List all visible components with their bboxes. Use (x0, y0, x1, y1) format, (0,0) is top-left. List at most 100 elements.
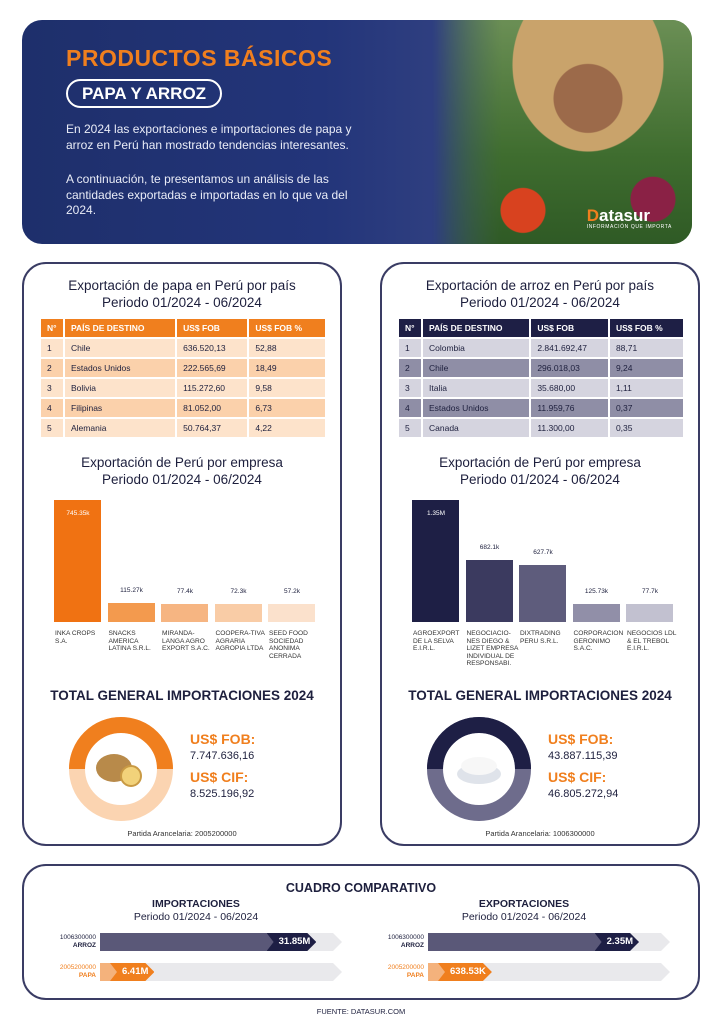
arroz-table-cell: 1 (399, 339, 421, 357)
chart-papa-category-label: SEED FOOD SOCIEDAD ANONIMA CERRADA (269, 630, 308, 660)
papa-panel: Exportación de papa en Perú por país Per… (22, 262, 342, 846)
chart-papa-data-label: 57.2k (284, 588, 300, 595)
papa-fob-value: 7.747.636,16 (190, 750, 255, 762)
papa-table-cell: 222.565,69 (177, 359, 248, 377)
chart-papa-category-label: SNACKS AMERICA LATINA S.R.L. (108, 630, 151, 653)
chart-papa-data-label: 72.3k (230, 588, 247, 595)
comparativo-title: CUADRO COMPARATIVO (285, 881, 437, 895)
arroz-cif-value: 46.805.272,94 (548, 788, 619, 800)
arroz-table-cell: 0,35 (609, 419, 683, 437)
papa-table-period: Periodo 01/2024 - 06/2024 (102, 295, 262, 310)
arroz-table-row: 4 Estados Unidos 11.959,76 0,37 (399, 399, 683, 417)
papa-fob-label: US$ FOB: (190, 731, 256, 747)
arroz-table-cell: 2.841.692,47 (531, 339, 608, 357)
papa-table-cell: Bolivia (65, 379, 176, 397)
arroz-table-row: 1 Colombia 2.841.692,47 88,71 (399, 339, 683, 357)
papa-table-cell: 3 (41, 379, 63, 397)
papa-table-cell: 4,22 (249, 419, 325, 437)
arroz-table-row: 3 Italia 35.680,00 1,11 (399, 379, 683, 397)
chart-papa-bar (107, 603, 155, 622)
papa-table-cell: Estados Unidos (65, 359, 176, 377)
imp-row-label: 1006300000 ARROZ (26, 934, 96, 949)
papa-table-cell: 6,73 (249, 399, 325, 417)
papa-table-row: 5 Alemania 50.764,37 4,22 (41, 419, 325, 437)
intro-paragraph-2: A continuación, te presentamos un anális… (66, 172, 348, 217)
arroz-table-cell: Chile (423, 359, 530, 377)
papa-col-header: US$ FOB % (249, 319, 325, 337)
arroz-table-cell: 0,37 (609, 399, 683, 417)
arroz-table-cell: 3 (399, 379, 421, 397)
papa-country-table: N° PAÍS DE DESTINO US$ FOB US$ FOB % 1 Chile… (39, 317, 327, 439)
chart-papa-bar (214, 604, 262, 622)
arroz-table-period: Periodo 01/2024 - 06/2024 (460, 295, 620, 310)
papa-table-cell: 636.520,13 (177, 339, 248, 357)
chart-papa-bar (54, 500, 101, 622)
arroz-table-cell: 11.300,00 (531, 419, 608, 437)
chart-arroz-category-label: AGROEXPORT DE LA SELVA E.I.R.L. (413, 630, 460, 653)
imp-title: IMPORTACIONES (152, 898, 240, 910)
chart-arroz-data-label: 682.1k (479, 544, 500, 552)
imp-value: 6.41M (110, 963, 154, 981)
row-name: ARROZ (72, 941, 96, 949)
papa-table-row: 3 Bolivia 115.272,60 9,58 (41, 379, 325, 397)
arroz-total-title: TOTAL GENERAL IMPORTACIONES 2024 (408, 688, 672, 703)
row-name: ARROZ (400, 941, 424, 949)
arroz-country-table: N° PAÍS DE DESTINO US$ FOB US$ FOB % 1 Colom… (397, 317, 685, 439)
arroz-fob-value: 43.887.115,39 (548, 750, 618, 762)
papa-table-cell: 115.272,60 (177, 379, 248, 397)
arroz-table-cell: 35.680,00 (531, 379, 608, 397)
papa-table-row: 1 Chile 636.520,13 52,88 (41, 339, 325, 357)
papa-col-header: N° (41, 319, 63, 337)
intro-paragraph-1: En 2024 las exportaciones e importacione… (66, 122, 352, 152)
chart-arroz-bar (412, 500, 459, 622)
cuadro-comparativo: CUADRO COMPARATIVO IMPORTACIONES Periodo… (22, 864, 700, 1000)
hero-banner: PRODUCTOS BÁSICOS PAPA Y ARROZ En 2024 l… (22, 20, 692, 244)
papa-cif-label: US$ CIF: (190, 769, 249, 785)
arroz-table-cell: 11.959,76 (531, 399, 608, 417)
imp-value: 31.85M (267, 933, 317, 951)
exp-row-label: 1006300000 ARROZ (354, 934, 424, 949)
imp-track (100, 963, 342, 981)
chart-papa-data-label: 77.4k (177, 588, 193, 595)
arroz-table-cell: 4 (399, 399, 421, 417)
chart-arroz-bar (572, 604, 620, 622)
chart-arroz-category-label: CORPORACION GERONIMO S.A.C. (573, 630, 624, 653)
papa-table-cell: Filipinas (65, 399, 176, 417)
chart-arroz-bar (519, 565, 566, 622)
arroz-col-header: US$ FOB % (609, 319, 683, 337)
arroz-table-cell: 88,71 (609, 339, 683, 357)
page-title: PRODUCTOS BÁSICOS (66, 45, 333, 71)
arroz-panel: Exportación de arroz en Perú por país Pe… (380, 262, 700, 846)
arroz-table-cell: Estados Unidos (423, 399, 530, 417)
papa-col-header: US$ FOB (177, 319, 248, 337)
papa-table-cell: 52,88 (249, 339, 325, 357)
logo-word: atasur (598, 206, 651, 225)
arroz-table-cell: 2 (399, 359, 421, 377)
papa-table-cell: 1 (41, 339, 63, 357)
chart-arroz-data-label: 1.35M (426, 510, 446, 517)
chart-papa-category-label: COOPERA-TIVA AGRARIA AGROPIA LTDA (215, 630, 265, 653)
papa-table-cell: 81.052,00 (177, 399, 248, 417)
arroz-col-header: US$ FOB (531, 319, 608, 337)
arroz-table-cell: 1,11 (609, 379, 683, 397)
papa-table-cell: 18,49 (249, 359, 325, 377)
logo-letter: D (586, 206, 599, 225)
arroz-table-cell: Italia (423, 379, 530, 397)
exp-row-label: 2005200000 PAPA (354, 964, 424, 979)
papa-table-cell: 5 (41, 419, 63, 437)
subtitle-pill: PAPA Y ARROZ (66, 79, 223, 108)
rice-icon (461, 757, 497, 775)
papa-table-row: 2 Estados Unidos 222.565,69 18,49 (41, 359, 325, 377)
papa-table-cell: Alemania (65, 419, 176, 437)
logo-tagline: INFORMACIÓN QUE IMPORTA (586, 224, 672, 230)
arroz-col-header: PAÍS DE DESTINO (423, 319, 530, 337)
row-code: 2005200000 (59, 964, 96, 971)
papa-partida: Partida Arancelaria: 2005200000 (127, 829, 237, 838)
exp-track (428, 963, 670, 981)
chart-arroz-bar (465, 560, 513, 622)
donut-arc-fob-2 (427, 717, 480, 770)
papa-table-cell: 2 (41, 359, 63, 377)
arroz-cif-label: US$ CIF: (548, 769, 607, 785)
chart-papa-data-label: 115.27k (120, 587, 143, 595)
papa-table-cell: 9,58 (249, 379, 325, 397)
